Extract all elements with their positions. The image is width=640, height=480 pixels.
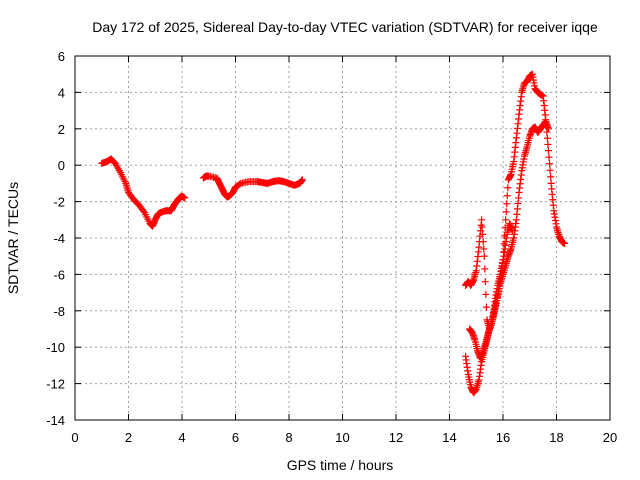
data-point-2-7 bbox=[480, 252, 488, 260]
x-tick-label-2: 4 bbox=[178, 430, 185, 445]
y-tick-label-5: -4 bbox=[53, 231, 65, 246]
y-tick-label-1: -12 bbox=[46, 377, 65, 392]
data-point-interp-2-31-3 bbox=[546, 166, 554, 174]
data-point-interp-2-6-2 bbox=[479, 230, 487, 238]
data-point-interp-2-7-4 bbox=[482, 303, 490, 311]
x-tick-label-8: 16 bbox=[496, 430, 510, 445]
data-point-interp-2-31-2 bbox=[546, 160, 554, 168]
y-tick-label-4: -6 bbox=[53, 267, 65, 282]
data-point-interp-2-7-1 bbox=[481, 265, 489, 273]
y-tick-label-6: -2 bbox=[53, 195, 65, 210]
y-tick-label-7: 0 bbox=[58, 158, 65, 173]
data-point-2-15 bbox=[502, 216, 510, 224]
series-segment-midday bbox=[199, 172, 306, 201]
y-axis-label: SDTVAR / TECUs bbox=[5, 182, 21, 294]
data-point-interp-2-31-1 bbox=[545, 153, 553, 161]
y-tick-label-2: -10 bbox=[46, 340, 65, 355]
data-point-interp-2-15-1 bbox=[502, 208, 510, 216]
plot-frame bbox=[74, 55, 611, 421]
data-points bbox=[98, 70, 569, 397]
data-point-interp-2-15-2 bbox=[503, 200, 511, 208]
data-point-interp-2-30-4 bbox=[544, 140, 552, 148]
data-point-interp-2-30-3 bbox=[543, 134, 551, 142]
data-point-4-16 bbox=[508, 227, 516, 235]
y-tick-label-9: 4 bbox=[58, 85, 65, 100]
data-point-2-37 bbox=[561, 239, 569, 247]
data-point-interp-2-15-3 bbox=[503, 192, 511, 200]
series-segment-evening-middle bbox=[466, 219, 516, 362]
data-point-interp-2-31-4 bbox=[547, 173, 555, 181]
x-tick-label-9: 18 bbox=[549, 430, 563, 445]
x-tick-label-4: 8 bbox=[285, 430, 292, 445]
data-point-interp-2-30-2 bbox=[543, 128, 551, 136]
data-point-3-31 bbox=[544, 125, 552, 133]
data-point-interp-2-6-4 bbox=[480, 245, 488, 253]
chart-title: Day 172 of 2025, Sidereal Day-to-day VTE… bbox=[92, 19, 598, 35]
x-tick-label-5: 10 bbox=[335, 430, 349, 445]
x-tick-labels: 0 2 4 6 8 10 12 14 16 18 20 bbox=[71, 430, 617, 445]
x-tick-label-3: 6 bbox=[232, 430, 239, 445]
data-point-2-6 bbox=[478, 216, 486, 224]
data-point-interp-2-6-1 bbox=[478, 223, 486, 231]
data-point-interp-2-7-3 bbox=[482, 290, 490, 298]
data-point-1-22 bbox=[298, 176, 306, 184]
data-point-interp-2-6-3 bbox=[479, 238, 487, 246]
y-tick-label-0: -14 bbox=[46, 413, 65, 428]
y-tick-label-8: 2 bbox=[58, 122, 65, 137]
data-point-interp-0-8-4 bbox=[139, 207, 147, 215]
data-point-2-31 bbox=[544, 147, 552, 155]
x-tick-label-7: 14 bbox=[442, 430, 456, 445]
data-point-0-21 bbox=[181, 194, 189, 202]
grid-lines bbox=[75, 56, 610, 420]
y-tick-label-10: 6 bbox=[58, 49, 65, 64]
axis-ticks bbox=[74, 55, 611, 421]
y-tick-labels: -14 -12 -10 -8 -6 -4 -2 0 2 4 6 bbox=[46, 49, 65, 428]
x-axis-label: GPS time / hours bbox=[287, 457, 394, 473]
data-point-interp-2-15-4 bbox=[504, 184, 512, 192]
x-tick-label-0: 0 bbox=[71, 430, 78, 445]
data-point-interp-2-7-2 bbox=[481, 278, 489, 286]
x-tick-label-1: 2 bbox=[125, 430, 132, 445]
series-segment-morning bbox=[98, 155, 189, 230]
y-tick-label-3: -8 bbox=[53, 304, 65, 319]
x-tick-label-10: 20 bbox=[603, 430, 617, 445]
x-tick-label-6: 12 bbox=[389, 430, 403, 445]
